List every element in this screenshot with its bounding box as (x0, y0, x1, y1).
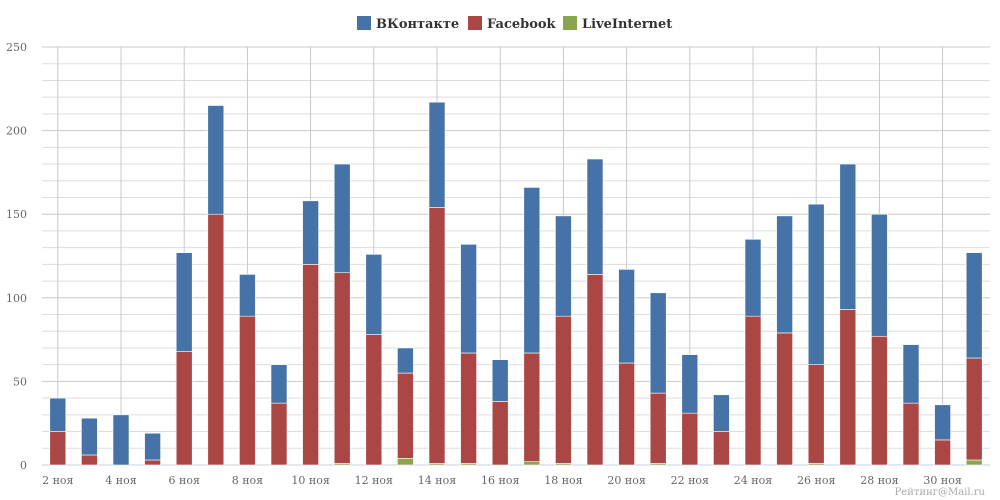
bar-segment[interactable] (270, 364, 288, 404)
bar-segment[interactable] (49, 397, 67, 432)
x-tick-label: 28 ноя (860, 474, 898, 487)
bar-segment[interactable] (491, 359, 509, 402)
bar-segment[interactable] (871, 213, 888, 337)
bar-segment[interactable] (965, 459, 983, 466)
bar-segment[interactable] (555, 315, 572, 464)
bar-segment[interactable] (523, 461, 541, 466)
bar-segment[interactable] (239, 315, 256, 466)
credit-text: Рейтинг@Mail.ru (895, 487, 986, 498)
x-tick-label: 26 ноя (797, 474, 835, 487)
bar-segment[interactable] (112, 414, 130, 466)
y-tick-label: 50 (13, 375, 27, 388)
bar-segment[interactable] (902, 344, 920, 404)
bar-segment[interactable] (428, 101, 446, 208)
bar-segment[interactable] (618, 362, 635, 466)
legend-label-liveinternet: LiveInternet (582, 17, 672, 32)
bar-segment[interactable] (144, 432, 161, 461)
x-tick-label: 10 ноя (291, 474, 329, 487)
bar-segment[interactable] (555, 215, 572, 317)
bar-segment[interactable] (807, 203, 825, 365)
bar-segment[interactable] (302, 200, 319, 265)
y-tick-label: 0 (20, 459, 27, 472)
x-tick-label: 4 ноя (105, 474, 136, 487)
bar-segment[interactable] (175, 252, 193, 352)
x-axis: 2 ноя 4 ноя 6 ноя 8 ноя 10 ноя 12 ноя 14 ноя 16… (42, 464, 990, 487)
bar-segment[interactable] (207, 213, 225, 466)
legend-swatch-facebook (468, 16, 482, 30)
legend: ВКонтакте Facebook LiveInternet (357, 16, 672, 32)
bar-segment[interactable] (744, 315, 762, 466)
bar-segment[interactable] (934, 439, 951, 466)
y-tick-label: 150 (6, 208, 27, 221)
bar-segment[interactable] (49, 431, 67, 466)
y-axis: 0 50 100 150 200 250 (6, 41, 27, 472)
x-tick-label: 22 ноя (671, 474, 709, 487)
x-tick-label: 20 ноя (607, 474, 645, 487)
bar-segment[interactable] (681, 412, 699, 466)
y-tick-label: 100 (6, 292, 27, 305)
bar-segment[interactable] (965, 357, 983, 461)
bar-segment[interactable] (839, 309, 857, 466)
x-tick-label: 14 ноя (418, 474, 456, 487)
bar-segment[interactable] (681, 354, 699, 414)
bar-segment[interactable] (744, 238, 762, 317)
bar-segment[interactable] (239, 274, 256, 317)
bar-segment[interactable] (491, 401, 509, 466)
bars (49, 101, 983, 466)
x-tick-label: 2 ноя (42, 474, 73, 487)
x-tick-label: 16 ноя (481, 474, 519, 487)
bar-segment[interactable] (397, 372, 414, 459)
bar-segment[interactable] (649, 392, 667, 464)
bar-segment[interactable] (776, 215, 793, 334)
bar-segment[interactable] (965, 252, 983, 359)
legend-item-facebook[interactable]: Facebook (468, 16, 557, 32)
bar-segment[interactable] (81, 454, 98, 466)
legend-label-vkontakte: ВКонтакте (376, 17, 459, 32)
bar-segment[interactable] (934, 404, 951, 441)
bar-segment[interactable] (523, 187, 541, 354)
bar-segment[interactable] (807, 364, 825, 464)
y-tick-label: 250 (6, 41, 27, 54)
bar-segment[interactable] (460, 243, 477, 354)
bar-segment[interactable] (207, 105, 225, 215)
bar-segment[interactable] (713, 431, 730, 466)
bar-segment[interactable] (586, 158, 604, 275)
legend-item-liveinternet[interactable]: LiveInternet (563, 16, 672, 32)
bar-segment[interactable] (81, 417, 98, 456)
x-tick-label: 18 ноя (544, 474, 582, 487)
bar-segment[interactable] (713, 394, 730, 432)
bar-segment[interactable] (365, 254, 383, 335)
bar-segment[interactable] (144, 459, 161, 466)
x-tick-label: 30 ноя (923, 474, 961, 487)
bar-segment[interactable] (302, 264, 319, 466)
bar-segment[interactable] (871, 335, 888, 466)
bar-segment[interactable] (839, 163, 857, 310)
bar-segment[interactable] (333, 163, 351, 274)
x-tick-label: 12 ноя (355, 474, 393, 487)
bar-segment[interactable] (776, 332, 793, 466)
bar-segment[interactable] (397, 347, 414, 374)
bar-segment[interactable] (618, 269, 635, 364)
x-tick-label: 6 ноя (169, 474, 200, 487)
legend-swatch-liveinternet (563, 16, 577, 30)
bar-segment[interactable] (333, 272, 351, 464)
bar-segment[interactable] (649, 292, 667, 394)
legend-swatch-vkontakte (357, 16, 371, 30)
legend-item-vkontakte[interactable]: ВКонтакте (357, 16, 459, 32)
x-tick-label: 24 ноя (734, 474, 772, 487)
bar-segment[interactable] (270, 402, 288, 466)
bar-segment[interactable] (175, 351, 193, 466)
bar-segment[interactable] (460, 352, 477, 464)
bar-segment[interactable] (902, 402, 920, 466)
bar-segment[interactable] (365, 334, 383, 466)
bar-segment[interactable] (397, 458, 414, 466)
bar-segment[interactable] (586, 274, 604, 466)
y-tick-label: 200 (6, 125, 27, 138)
x-tick-label: 8 ноя (232, 474, 263, 487)
bar-segment[interactable] (523, 352, 541, 462)
legend-label-facebook: Facebook (487, 17, 557, 32)
bar-segment[interactable] (428, 207, 446, 464)
